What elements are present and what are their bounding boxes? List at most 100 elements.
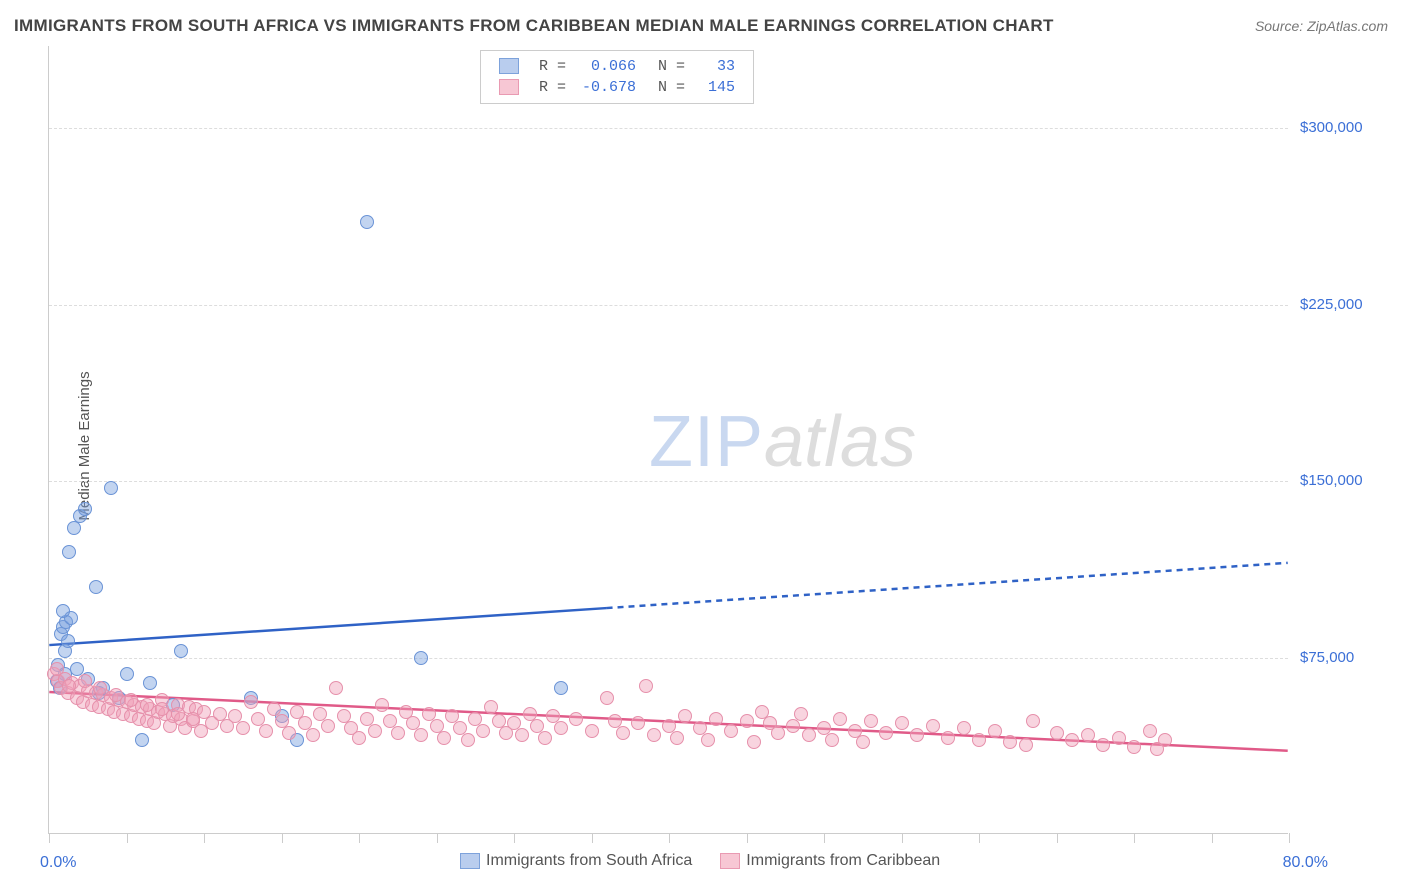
legend-r-label: R =: [533, 78, 572, 97]
legend-n-value: 33: [693, 57, 741, 76]
x-tick: [1289, 833, 1290, 843]
scatter-point: [484, 700, 498, 714]
legend-n-value: 145: [693, 78, 741, 97]
scatter-point: [56, 604, 70, 618]
legend-swatch: [720, 853, 740, 869]
x-tick: [592, 833, 593, 843]
x-tick: [979, 833, 980, 843]
scatter-point: [244, 695, 258, 709]
x-tick: [359, 833, 360, 843]
scatter-point: [771, 726, 785, 740]
legend-r-value: 0.066: [574, 57, 642, 76]
scatter-point: [109, 688, 123, 702]
scatter-point: [957, 721, 971, 735]
scatter-point: [321, 719, 335, 733]
scatter-point: [1003, 735, 1017, 749]
scatter-point: [414, 651, 428, 665]
gridline-h: [49, 305, 1288, 306]
scatter-point: [120, 667, 134, 681]
scatter-point: [282, 726, 296, 740]
scatter-point: [972, 733, 986, 747]
scatter-point: [538, 731, 552, 745]
scatter-point: [926, 719, 940, 733]
legend-stat-row: R =-0.678N =145: [493, 78, 741, 97]
scatter-point: [62, 545, 76, 559]
scatter-point: [360, 215, 374, 229]
scatter-point: [93, 681, 107, 695]
scatter-point: [585, 724, 599, 738]
watermark-atlas: atlas: [764, 402, 916, 482]
scatter-point: [786, 719, 800, 733]
scatter-point: [329, 681, 343, 695]
scatter-point: [1096, 738, 1110, 752]
scatter-point: [171, 707, 185, 721]
chart-title: IMMIGRANTS FROM SOUTH AFRICA VS IMMIGRAN…: [14, 16, 1054, 36]
scatter-point: [89, 580, 103, 594]
gridline-h: [49, 481, 1288, 482]
scatter-point: [62, 679, 76, 693]
scatter-point: [174, 644, 188, 658]
scatter-point: [794, 707, 808, 721]
scatter-point: [1127, 740, 1141, 754]
trend-line-dashed: [607, 563, 1288, 608]
legend-swatch: [499, 79, 519, 95]
scatter-point: [833, 712, 847, 726]
scatter-point: [104, 481, 118, 495]
scatter-point: [825, 733, 839, 747]
legend-series-item: Immigrants from Caribbean: [720, 852, 940, 870]
legend-series-label: Immigrants from South Africa: [486, 852, 692, 870]
x-tick: [437, 833, 438, 843]
y-tick-label: $75,000: [1300, 649, 1354, 666]
scatter-point: [368, 724, 382, 738]
scatter-point: [236, 721, 250, 735]
scatter-point: [670, 731, 684, 745]
scatter-point: [554, 681, 568, 695]
scatter-point: [375, 698, 389, 712]
scatter-point: [701, 733, 715, 747]
scatter-point: [78, 502, 92, 516]
x-tick: [49, 833, 50, 843]
scatter-point: [724, 724, 738, 738]
scatter-point: [1150, 742, 1164, 756]
x-tick: [1134, 833, 1135, 843]
scatter-point: [802, 728, 816, 742]
x-axis-min-label: 0.0%: [40, 854, 76, 872]
scatter-point: [647, 728, 661, 742]
trend-line-solid: [49, 608, 606, 645]
scatter-point: [143, 676, 157, 690]
scatter-point: [678, 709, 692, 723]
scatter-point: [437, 731, 451, 745]
legend-stat-row: R =0.066N =33: [493, 57, 741, 76]
scatter-point: [616, 726, 630, 740]
x-tick: [1057, 833, 1058, 843]
scatter-point: [988, 724, 1002, 738]
scatter-point: [709, 712, 723, 726]
scatter-plot-area: ZIPatlas: [48, 46, 1288, 834]
scatter-point: [259, 724, 273, 738]
legend-n-label: N =: [644, 78, 691, 97]
scatter-point: [1081, 728, 1095, 742]
scatter-point: [600, 691, 614, 705]
legend-swatch: [460, 853, 480, 869]
scatter-point: [639, 679, 653, 693]
scatter-point: [1019, 738, 1033, 752]
scatter-point: [476, 724, 490, 738]
scatter-point: [78, 674, 92, 688]
scatter-point: [352, 731, 366, 745]
legend-swatch: [499, 58, 519, 74]
legend-series-item: Immigrants from South Africa: [460, 852, 692, 870]
scatter-point: [1065, 733, 1079, 747]
gridline-h: [49, 128, 1288, 129]
x-tick: [204, 833, 205, 843]
x-tick: [902, 833, 903, 843]
scatter-point: [135, 733, 149, 747]
y-tick-label: $225,000: [1300, 296, 1363, 313]
x-axis-max-label: 80.0%: [1283, 854, 1328, 872]
scatter-point: [879, 726, 893, 740]
scatter-point: [1112, 731, 1126, 745]
legend-series-label: Immigrants from Caribbean: [746, 852, 940, 870]
scatter-point: [554, 721, 568, 735]
legend-series: Immigrants from South Africa Immigrants f…: [460, 852, 940, 870]
legend-statistics: R =0.066N =33 R =-0.678N =145: [480, 50, 754, 104]
x-tick: [514, 833, 515, 843]
